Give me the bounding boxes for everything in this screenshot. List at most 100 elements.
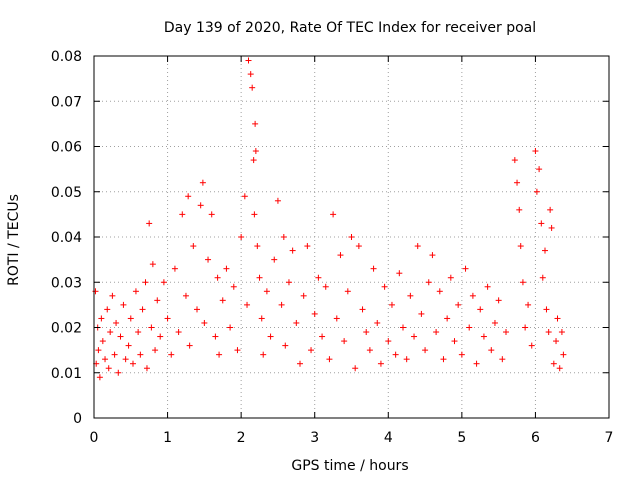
data-point: [132, 288, 139, 295]
data-point: [556, 365, 563, 372]
data-point: [216, 351, 223, 358]
data-point: [293, 319, 300, 326]
y-tick-label: 0.07: [51, 94, 82, 110]
data-point: [148, 324, 155, 331]
data-point: [455, 301, 462, 308]
data-point: [120, 301, 127, 308]
data-points: [92, 57, 567, 381]
data-point: [370, 265, 377, 272]
data-point: [337, 252, 344, 259]
y-tick-label: 0: [73, 411, 82, 427]
data-point: [102, 356, 109, 363]
y-tick-label: 0.03: [51, 275, 82, 291]
data-point: [348, 234, 355, 240]
data-point: [451, 338, 458, 345]
data-point: [517, 243, 524, 250]
data-point: [440, 356, 447, 363]
data-point: [484, 283, 491, 290]
data-point: [98, 315, 105, 322]
data-point: [285, 279, 292, 286]
data-point: [252, 120, 259, 127]
data-point: [499, 356, 506, 363]
data-point: [425, 279, 432, 286]
y-tick-label: 0.08: [51, 49, 82, 65]
data-point: [223, 265, 230, 272]
data-point: [377, 360, 384, 367]
x-tick-labels: 0 1 2 3 4 5 6 7: [90, 430, 614, 446]
data-point: [234, 347, 241, 354]
data-point: [396, 270, 403, 277]
data-point: [418, 310, 425, 317]
data-point: [533, 188, 540, 195]
data-point: [274, 197, 281, 204]
data-point: [480, 333, 487, 340]
data-point: [514, 179, 521, 186]
data-point: [326, 356, 333, 363]
data-point: [278, 301, 285, 308]
data-point: [422, 347, 429, 354]
data-point: [254, 243, 261, 250]
data-point: [244, 301, 251, 308]
data-point: [388, 301, 395, 308]
data-point: [260, 351, 267, 358]
x-tick-label: 6: [531, 430, 540, 446]
data-point: [99, 338, 106, 345]
data-point: [251, 211, 258, 218]
data-point: [516, 206, 523, 213]
x-tick-label: 3: [310, 430, 319, 446]
data-point: [374, 319, 381, 326]
data-point: [543, 306, 550, 313]
data-point: [201, 319, 208, 326]
data-point: [227, 324, 234, 331]
data-point: [164, 315, 171, 322]
data-point: [154, 297, 161, 304]
x-tick-label: 4: [384, 430, 393, 446]
y-axis-label: ROTI / TECUs: [6, 194, 22, 286]
data-point: [503, 329, 509, 336]
chart-title: Day 139 of 2020, Rate Of TEC Index for r…: [164, 20, 536, 36]
data-point: [550, 360, 557, 367]
data-point: [545, 329, 552, 336]
data-point: [199, 179, 206, 186]
data-point: [238, 234, 245, 240]
data-point: [171, 265, 178, 272]
data-point: [519, 279, 526, 286]
data-point: [547, 206, 554, 213]
data-point: [322, 283, 329, 290]
data-point: [541, 247, 548, 254]
axis-ticks: [93, 55, 610, 419]
data-point: [117, 333, 124, 340]
data-point: [182, 292, 189, 299]
data-point: [282, 342, 289, 349]
data-point: [539, 274, 546, 281]
data-point: [311, 310, 318, 317]
data-point: [477, 306, 484, 313]
data-point: [92, 288, 99, 295]
data-point: [219, 297, 226, 304]
data-point: [444, 315, 451, 322]
x-tick-label: 1: [163, 430, 172, 446]
y-tick-label: 0.02: [51, 321, 82, 337]
data-point: [447, 274, 454, 281]
data-point: [308, 347, 315, 354]
data-point: [149, 261, 156, 268]
data-point: [548, 224, 555, 231]
data-point: [96, 374, 103, 381]
data-point: [355, 243, 362, 250]
data-point: [554, 315, 561, 322]
data-point: [205, 256, 212, 263]
data-point: [469, 292, 476, 299]
data-point: [111, 351, 118, 358]
data-point: [392, 351, 399, 358]
data-point: [525, 301, 532, 308]
data-point: [142, 279, 149, 286]
y-tick-label: 0.05: [51, 185, 82, 201]
data-point: [185, 193, 192, 200]
data-point: [462, 265, 469, 272]
data-point: [433, 329, 440, 336]
data-point: [495, 297, 502, 304]
data-point: [403, 356, 410, 363]
y-tick-label: 0.06: [51, 140, 82, 156]
data-point: [429, 252, 436, 259]
data-point: [363, 329, 370, 336]
